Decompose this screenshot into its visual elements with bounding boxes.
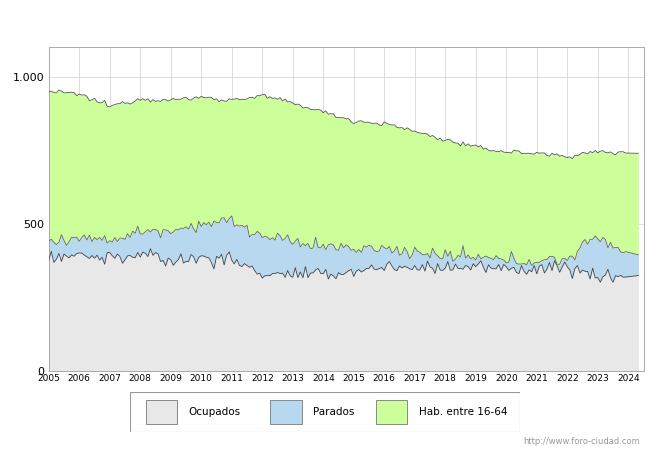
- Text: http://www.foro-ciudad.com: http://www.foro-ciudad.com: [523, 437, 640, 446]
- Text: Ocupados: Ocupados: [188, 407, 240, 417]
- FancyBboxPatch shape: [270, 400, 302, 424]
- Text: Hab. entre 16-64: Hab. entre 16-64: [419, 407, 507, 417]
- FancyBboxPatch shape: [376, 400, 407, 424]
- FancyBboxPatch shape: [146, 400, 177, 424]
- FancyBboxPatch shape: [130, 392, 520, 432]
- Text: Parados: Parados: [313, 407, 355, 417]
- Text: Campillo de Altobuey - Evolucion de la poblacion en edad de Trabajar Mayo de 202: Campillo de Altobuey - Evolucion de la p…: [76, 13, 574, 26]
